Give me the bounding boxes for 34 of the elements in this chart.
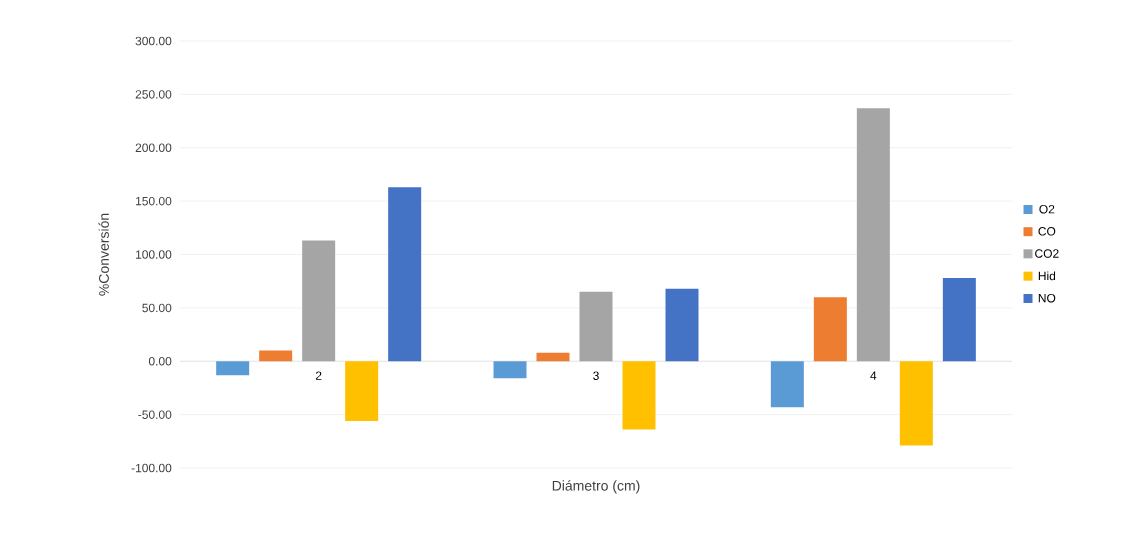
y-tick-label: 0.00 bbox=[148, 357, 172, 366]
bar bbox=[493, 361, 527, 379]
y-tick-label: -50.00 bbox=[138, 410, 172, 419]
bar bbox=[259, 350, 293, 362]
y-tick-label: 200.00 bbox=[135, 143, 172, 152]
bar bbox=[388, 187, 422, 362]
bar bbox=[579, 291, 613, 362]
legend-label: Hid bbox=[1038, 271, 1056, 281]
x-tick-label: 3 bbox=[593, 371, 599, 380]
bar bbox=[813, 297, 847, 362]
x-tick-label: 4 bbox=[870, 371, 877, 380]
legend-label: NO bbox=[1038, 293, 1056, 303]
legend-label: O2 bbox=[1039, 204, 1055, 214]
y-tick-label: 100.00 bbox=[136, 250, 172, 259]
y-tick-label: 50.00 bbox=[142, 303, 172, 313]
x-tick-label: 2 bbox=[315, 371, 322, 380]
bar bbox=[622, 361, 656, 430]
y-tick-label: -100.00 bbox=[131, 463, 172, 473]
bar bbox=[856, 108, 890, 362]
legend-label: CO2 bbox=[1035, 249, 1059, 258]
y-tick-label: 300.00 bbox=[135, 36, 172, 46]
x-axis-title: Diámetro (cm) bbox=[552, 480, 640, 494]
bar bbox=[536, 352, 570, 362]
legend-label: CO bbox=[1038, 227, 1056, 236]
bar bbox=[345, 361, 379, 422]
bar bbox=[302, 240, 336, 362]
y-tick-label: 250.00 bbox=[135, 90, 172, 99]
y-axis-title: %Conversión bbox=[98, 213, 109, 296]
y-tick-label: 150.00 bbox=[136, 196, 172, 206]
bar bbox=[942, 277, 976, 362]
bar bbox=[665, 288, 699, 362]
bar bbox=[216, 361, 250, 376]
bar bbox=[899, 361, 933, 446]
bar bbox=[770, 361, 804, 408]
